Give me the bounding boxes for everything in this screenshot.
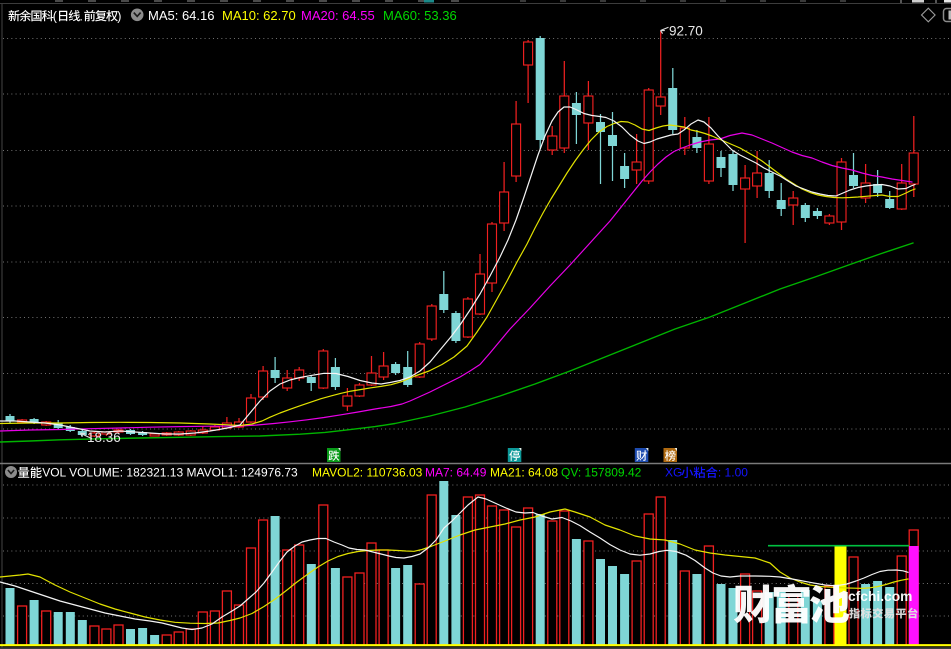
svg-text:cfchi.com: cfchi.com [848,589,912,604]
svg-text:XG: XG [665,466,682,480]
svg-text:QV: 157809.42: QV: 157809.42 [561,466,642,480]
svg-text:.: . [79,9,82,23]
svg-text:VOL VOLUME: 182321.13 MAVOL1:: VOL VOLUME: 182321.13 MAVOL1: 124976.73 [42,466,298,480]
svg-text:MA20: 64.55: MA20: 64.55 [301,8,375,23]
svg-text:(: ( [53,9,58,23]
svg-text:MA7: 64.49: MA7: 64.49 [425,466,487,480]
svg-text:92.70: 92.70 [669,24,703,39]
svg-text:MAVOL2: 110736.03: MAVOL2: 110736.03 [312,466,423,480]
svg-text:MA21: 64.08: MA21: 64.08 [490,466,558,480]
svg-text:: 1.00: : 1.00 [718,466,748,480]
svg-text:MA5: 64.16: MA5: 64.16 [148,8,215,23]
svg-text:MA60: 53.36: MA60: 53.36 [383,8,457,23]
svg-text:MA10: 62.70: MA10: 62.70 [222,8,296,23]
svg-text:): ) [117,9,121,23]
svg-text:18.36: 18.36 [87,430,121,445]
